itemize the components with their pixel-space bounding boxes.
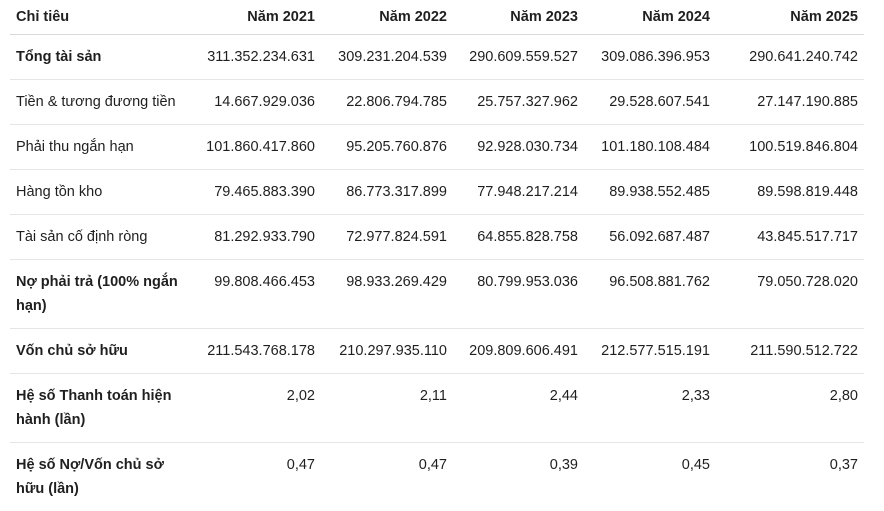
header-row: Chỉ tiêu Năm 2021 Năm 2022 Năm 2023 Năm … xyxy=(10,0,864,35)
cell-value: 2,02 xyxy=(188,373,321,443)
cell-value: 311.352.234.631 xyxy=(188,34,321,80)
cell-value: 64.855.828.758 xyxy=(453,214,584,260)
cell-value: 14.667.929.036 xyxy=(188,79,321,125)
financial-table-container: Chỉ tiêu Năm 2021 Năm 2022 Năm 2023 Năm … xyxy=(10,0,864,511)
row-label: Hệ số Thanh toán hiện hành (lần) xyxy=(10,373,188,443)
cell-value: 79.465.883.390 xyxy=(188,169,321,215)
cell-value: 25.757.327.962 xyxy=(453,79,584,125)
cell-value: 0,39 xyxy=(549,456,578,473)
cell-value: 0,37 xyxy=(829,456,858,473)
cell-value: 0,47 xyxy=(418,456,447,473)
row-label: Vốn chủ sở hữu xyxy=(10,328,188,374)
table-row: Hàng tồn kho 79.465.883.390 86.773.317.899… xyxy=(10,169,864,215)
cell-value: 80.799.953.036 xyxy=(453,259,584,329)
header-year-2024: Năm 2024 xyxy=(584,0,716,35)
cell-value: 0,47 xyxy=(286,456,315,473)
row-label: Nợ phải trả (100% ngắn hạn) xyxy=(10,259,188,329)
table-row: Hệ số Thanh toán hiện hành (lần) 2,02 2,11… xyxy=(10,373,864,443)
row-label: Hàng tồn kho xyxy=(10,169,188,215)
cell-value: 72.977.824.591 xyxy=(321,214,453,260)
row-label: Tổng tài sản xyxy=(10,34,188,80)
cell-value: 290.641.240.742 xyxy=(716,34,864,80)
cell-value: 212.577.515.191 xyxy=(584,328,716,374)
cell-value: 29.528.607.541 xyxy=(584,79,716,125)
row-label: Phải thu ngắn hạn xyxy=(10,124,188,170)
cell-value: 2,80 xyxy=(716,373,864,443)
cell-value: 92.928.030.734 xyxy=(453,124,584,170)
row-label: Tài sản cố định ròng xyxy=(10,214,188,260)
cell-value: 81.292.933.790 xyxy=(188,214,321,260)
header-year-2021: Năm 2021 xyxy=(188,0,321,35)
cell-value: 2,44 xyxy=(453,373,584,443)
table-body: Tổng tài sản 311.352.234.631 309.231.204.5… xyxy=(10,34,864,511)
cell-value: 98.933.269.429 xyxy=(321,259,453,329)
cell-value: 89.938.552.485 xyxy=(584,169,716,215)
cell-value: 100.519.846.804 xyxy=(716,124,864,170)
cell-value: 79.050.728.020 xyxy=(716,259,864,329)
table-row: Phải thu ngắn hạn 101.860.417.860 95.205.7… xyxy=(10,124,864,170)
header-year-2025: Năm 2025 xyxy=(716,0,864,35)
cell-value: 209.809.606.491 xyxy=(453,328,584,374)
cell-value: 86.773.317.899 xyxy=(321,169,453,215)
cell-value: 290.609.559.527 xyxy=(453,34,584,80)
header-indicator: Chỉ tiêu xyxy=(10,0,188,35)
row-label: Hệ số Nợ/Vốn chủ sở hữu (lần) xyxy=(16,456,164,497)
cell-value: 101.860.417.860 xyxy=(188,124,321,170)
cell-value: 56.092.687.487 xyxy=(584,214,716,260)
cell-value: 2,33 xyxy=(584,373,716,443)
cell-value: 95.205.760.876 xyxy=(321,124,453,170)
cell-value: 2,11 xyxy=(321,373,453,443)
cell-value: 27.147.190.885 xyxy=(716,79,864,125)
table-row: Nợ phải trả (100% ngắn hạn) 99.808.466.45… xyxy=(10,259,864,329)
financial-table: Chỉ tiêu Năm 2021 Năm 2022 Năm 2023 Năm … xyxy=(10,0,864,511)
cell-value: 211.543.768.178 xyxy=(188,328,321,374)
cell-value: 101.180.108.484 xyxy=(584,124,716,170)
table-row: Tiền & tương đương tiền 14.667.929.036 22.… xyxy=(10,79,864,125)
cell-value: 22.806.794.785 xyxy=(321,79,453,125)
cell-value: 309.231.204.539 xyxy=(321,34,453,80)
cell-value: 43.845.517.717 xyxy=(716,214,864,260)
table-row: Tổng tài sản 311.352.234.631 309.231.204.5… xyxy=(10,34,864,80)
table-header: Chỉ tiêu Năm 2021 Năm 2022 Năm 2023 Năm … xyxy=(10,0,864,35)
table-row: Tài sản cố định ròng 81.292.933.790 72.977… xyxy=(10,214,864,260)
cell-value: 89.598.819.448 xyxy=(716,169,864,215)
cell-value: 99.808.466.453 xyxy=(188,259,321,329)
header-year-2022: Năm 2022 xyxy=(321,0,453,35)
row-label: Tiền & tương đương tiền xyxy=(10,79,188,125)
cell-value: 309.086.396.953 xyxy=(584,34,716,80)
table-row: Hệ số Nợ/Vốn chủ sở hữu (lần) 0,47 0,47 0,3… xyxy=(10,442,864,511)
table-row: Vốn chủ sở hữu 211.543.768.178 210.297.935… xyxy=(10,328,864,374)
cell-value: 77.948.217.214 xyxy=(453,169,584,215)
header-year-2023: Năm 2023 xyxy=(453,0,584,35)
cell-value: 96.508.881.762 xyxy=(584,259,716,329)
cell-value: 211.590.512.722 xyxy=(716,328,864,374)
cell-value: 210.297.935.110 xyxy=(321,328,453,374)
cell-value: 0,45 xyxy=(681,456,710,473)
